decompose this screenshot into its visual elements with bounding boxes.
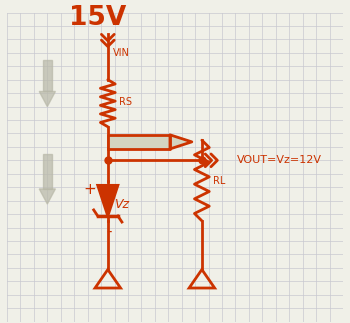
Text: VIN: VIN	[113, 48, 130, 58]
Text: Vz: Vz	[114, 198, 129, 211]
Text: RL: RL	[213, 175, 225, 185]
Polygon shape	[39, 189, 55, 204]
Polygon shape	[98, 185, 118, 216]
Text: -: -	[107, 224, 112, 238]
Text: RS: RS	[119, 97, 132, 107]
Text: VOUT=Vz=12V: VOUT=Vz=12V	[237, 155, 322, 165]
Text: +: +	[83, 182, 96, 197]
Polygon shape	[108, 135, 170, 149]
Polygon shape	[170, 135, 192, 149]
Polygon shape	[43, 154, 52, 189]
Polygon shape	[43, 59, 52, 91]
Text: 15V: 15V	[69, 5, 126, 31]
Polygon shape	[39, 91, 55, 107]
